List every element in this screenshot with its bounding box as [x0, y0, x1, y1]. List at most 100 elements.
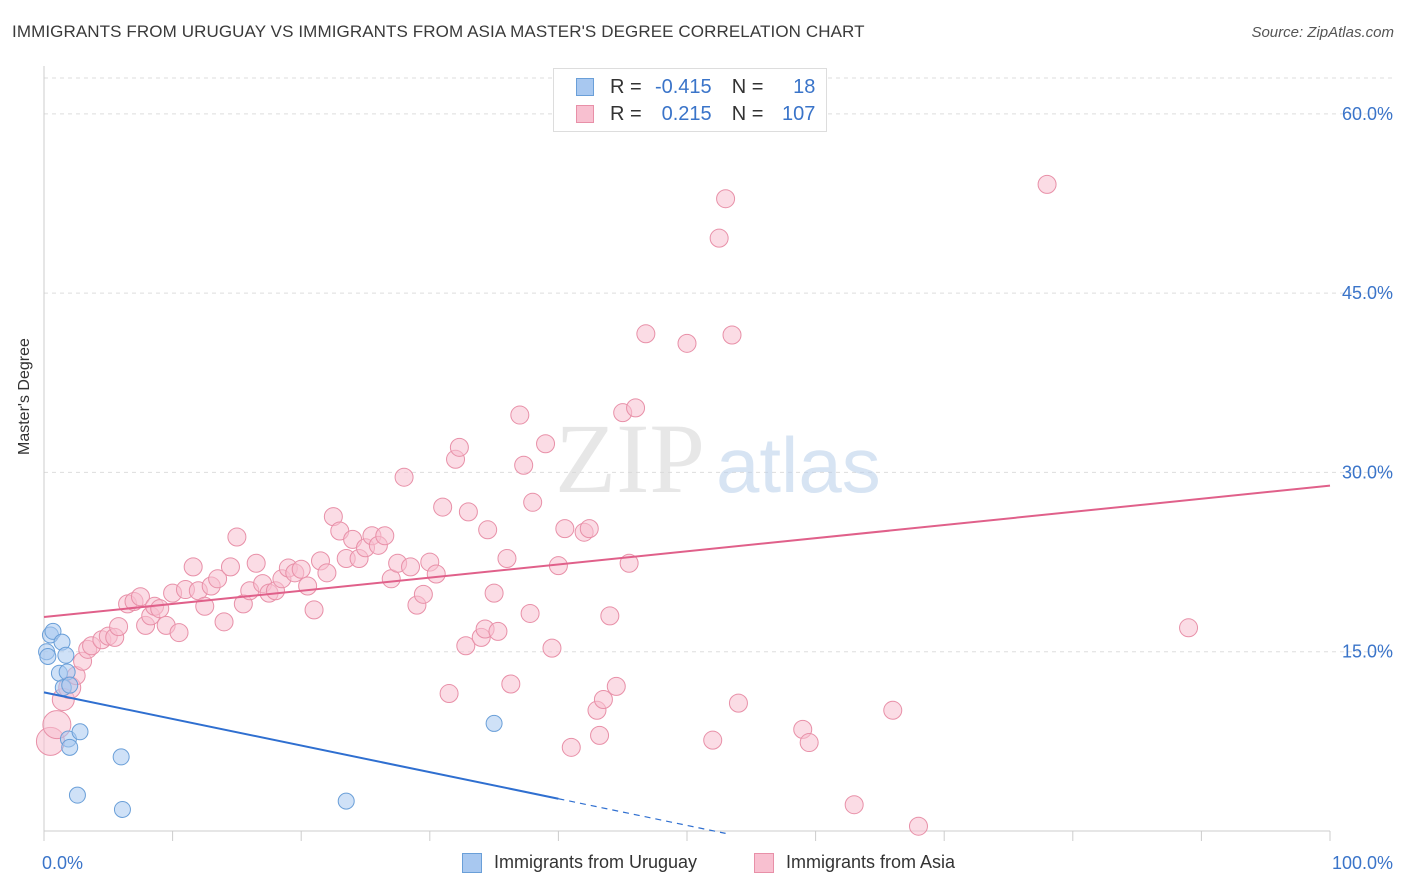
series-legend: Immigrants from Uruguay Immigrants from … [0, 852, 1406, 878]
asia-point [42, 710, 72, 740]
legend-r-label: R = [610, 75, 642, 98]
y-tick-label: 45.0% [1342, 283, 1393, 303]
asia-point [728, 693, 748, 713]
asia-point [317, 563, 337, 583]
legend-label-uruguay: Immigrants from Uruguay [494, 852, 698, 872]
asia-point [514, 455, 534, 475]
asia-point [1037, 174, 1057, 194]
asia-point [375, 526, 395, 546]
asia-point [150, 599, 170, 619]
asia-point [456, 636, 476, 656]
legend-n-label: N = [731, 75, 764, 98]
chart-title: IMMIGRANTS FROM URUGUAY VS IMMIGRANTS FR… [12, 22, 865, 41]
uruguay-point [68, 786, 86, 804]
trend-lines [43, 484, 1331, 834]
uruguay-point [57, 646, 75, 664]
uruguay-point [485, 714, 503, 732]
asia-point [478, 520, 498, 540]
asia-point [1179, 618, 1199, 638]
asia-point [214, 612, 234, 632]
legend-r-value: -0.415 [654, 75, 712, 98]
series-uruguay-points [38, 622, 503, 818]
legend-swatch-uruguay [576, 78, 594, 96]
legend-n-value: 18 [793, 75, 816, 98]
uruguay-point [61, 738, 79, 756]
asia-point [561, 737, 581, 757]
asia-point [501, 674, 521, 694]
asia-point [394, 467, 414, 487]
asia-point [844, 795, 864, 815]
correlation-legend: R = -0.415 N = 18 R = 0.215 N = 107 [553, 68, 827, 132]
asia-point [908, 816, 928, 836]
asia-trend-line [43, 484, 1331, 619]
uruguay-point [61, 676, 79, 694]
y-tick-label: 30.0% [1342, 462, 1393, 482]
watermark: ZIP atlas [555, 403, 881, 514]
asia-point [246, 553, 266, 573]
legend-r-label: R = [610, 102, 642, 125]
legend-item-uruguay[interactable]: Immigrants from Uruguay [462, 852, 697, 873]
asia-point [510, 405, 530, 425]
asia-point [401, 557, 421, 577]
asia-point [484, 583, 504, 603]
legend-swatch-asia [754, 852, 774, 873]
legend-label-asia: Immigrants from Asia [786, 852, 956, 872]
asia-point [413, 584, 433, 604]
asia-point [716, 189, 736, 209]
uruguay-point [39, 647, 57, 665]
asia-point [291, 559, 311, 579]
legend-row-uruguay: R = -0.415 N = 18 [576, 75, 815, 99]
asia-point [169, 623, 189, 643]
asia-point [536, 434, 556, 454]
legend-swatch-uruguay [462, 852, 482, 873]
asia-point [304, 600, 324, 620]
asia-point [208, 569, 228, 589]
asia-point [703, 730, 723, 750]
grid-lines [44, 77, 1392, 653]
asia-point [520, 603, 540, 623]
uruguay-point [113, 800, 131, 818]
series-asia-points [35, 174, 1199, 836]
asia-point [626, 398, 646, 418]
asia-point [590, 725, 610, 745]
asia-point [593, 690, 613, 710]
asia-point [109, 617, 129, 637]
asia-point [433, 497, 453, 517]
asia-point [183, 557, 203, 577]
uruguay-point [337, 792, 355, 810]
asia-point [458, 502, 478, 522]
asia-point [555, 519, 575, 539]
watermark-atlas: atlas [716, 421, 881, 509]
uruguay-point [112, 748, 130, 766]
x-tick-label: 100.0% [1332, 853, 1393, 873]
legend-r-value: 0.215 [661, 102, 712, 125]
legend-n-label: N = [731, 102, 764, 125]
asia-point [709, 228, 729, 248]
asia-point [542, 638, 562, 658]
asia-point [488, 621, 508, 641]
asia-point [220, 557, 240, 577]
asia-point [130, 587, 150, 607]
x-tick-label: 0.0% [42, 853, 83, 873]
asia-point [227, 527, 247, 547]
legend-n-value: 107 [782, 102, 816, 125]
y-tick-label: 60.0% [1342, 104, 1393, 124]
legend-item-asia[interactable]: Immigrants from Asia [754, 852, 955, 873]
uruguay-trend-extension [558, 798, 726, 834]
asia-point [883, 700, 903, 720]
asia-point [606, 676, 626, 696]
asia-point [636, 324, 656, 344]
asia-point [619, 553, 639, 573]
legend-swatch-asia [576, 105, 594, 123]
asia-point [600, 606, 620, 626]
asia-point [799, 733, 819, 753]
uruguay-point [71, 723, 89, 741]
asia-point [523, 492, 543, 512]
asia-point [722, 325, 742, 345]
source-label: Source: ZipAtlas.com [1251, 24, 1394, 41]
asia-point [449, 437, 469, 457]
y-axis-label: Master's Degree [16, 338, 33, 455]
asia-point [677, 333, 697, 353]
y-tick-label: 15.0% [1342, 642, 1393, 662]
